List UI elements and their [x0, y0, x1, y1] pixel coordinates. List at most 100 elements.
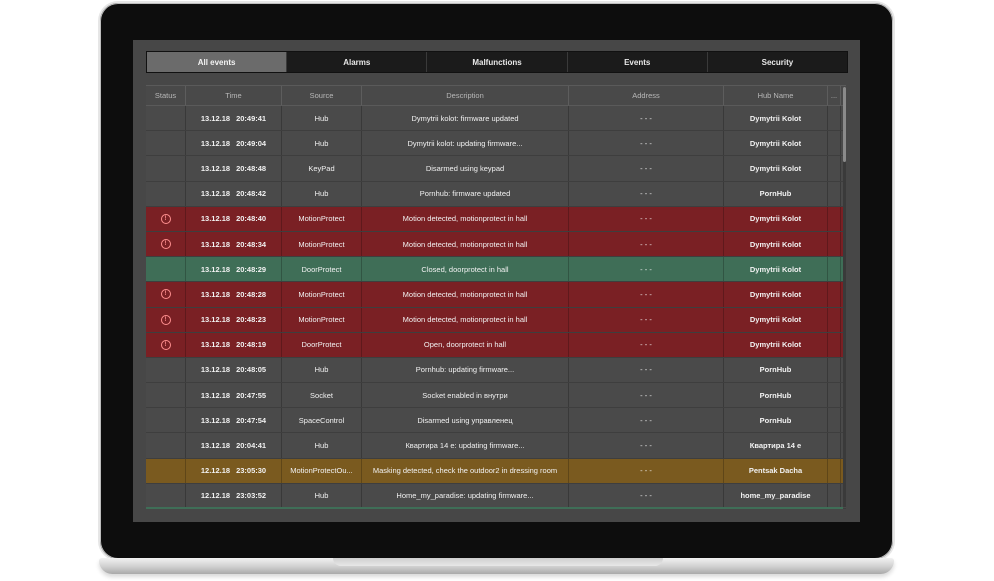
more-cell [828, 156, 841, 181]
table-row[interactable]: 13.12.18 20:48:48 KeyPad Disarmed using key… [146, 156, 846, 182]
source-cell: MotionProtect [282, 206, 362, 231]
more-cell [828, 282, 841, 307]
status-cell [146, 458, 186, 483]
description-cell: Socket enabled in внутри [362, 383, 569, 408]
column-header-description[interactable]: Description [362, 86, 569, 105]
hub-name-cell: Dymytrii Kolot [724, 156, 828, 181]
source-cell: MotionProtect [282, 231, 362, 257]
address-cell: - - - [569, 282, 724, 307]
table-row[interactable]: 13.12.18 20:47:54 SpaceControl Disarmed usi… [146, 408, 846, 434]
table-row[interactable]: 13.12.18 20:48:05 Hub Pornhub: updating fir… [146, 357, 846, 384]
tab-events[interactable]: Events [568, 52, 708, 72]
event-date: 13.12.18 [200, 239, 231, 249]
status-cell [146, 357, 186, 383]
hub-name-cell: PornHub [724, 408, 828, 433]
address-cell: - - - [569, 257, 724, 282]
description-cell: Motion detected, motionprotect in hall [362, 231, 569, 257]
address-cell: - - - [569, 231, 724, 257]
table-row[interactable]: 13.12.18 20:49:41 Hub Dymytrii kolot: firmw… [146, 106, 846, 132]
event-date: 13.12.18 [200, 365, 231, 375]
status-cell [146, 106, 186, 131]
source-cell: SpaceControl [282, 408, 362, 433]
column-header-hub-name[interactable]: Hub Name [724, 86, 828, 105]
scrollbar[interactable] [843, 87, 846, 507]
table-row[interactable]: 13.12.18 20:04:41 Hub Квартира 14 e: updati… [146, 433, 846, 459]
tab-security[interactable]: Security [761, 57, 794, 67]
event-date: 13.12.18 [200, 415, 231, 425]
table-row[interactable]: ! 13.12.18 20:48:28 MotionProtect Motion det… [146, 282, 846, 308]
time-cell: 12.12.18 23:03:52 [186, 483, 282, 508]
table-row[interactable]: 12.12.18 23:05:30 MotionProtectOu... Maskin… [146, 458, 846, 484]
description-cell: Pornhub: firmware updated [362, 181, 569, 206]
app-screen: All events Alarms Malfunctions Events Se… [133, 40, 860, 522]
time-cell: 13.12.18 20:49:04 [186, 131, 282, 156]
hub-name-cell: Dymytrii Kolot [724, 282, 828, 307]
source-cell: Hub [282, 433, 362, 458]
event-time: 20:49:04 [236, 138, 267, 148]
description-cell: Квартира 14 e: updating firmware... [362, 433, 569, 458]
event-date: 13.12.18 [200, 113, 231, 123]
event-date: 13.12.18 [200, 163, 231, 173]
more-cell [828, 106, 841, 131]
status-cell [146, 131, 186, 156]
time-cell: 13.12.18 20:48:05 [186, 357, 282, 383]
more-cell [828, 206, 841, 231]
more-cell [828, 483, 841, 508]
column-header-address[interactable]: Address [569, 86, 724, 105]
hub-name-cell: Dymytrii Kolot [724, 332, 828, 357]
column-header-time[interactable]: Time [186, 86, 282, 105]
table-row[interactable]: 12.12.18 23:03:52 Hub Home_my_paradise: upd… [146, 483, 846, 509]
hub-name-cell: Pentsak Dacha [724, 458, 828, 483]
scrollbar-thumb[interactable] [843, 87, 846, 162]
time-cell: 13.12.18 20:47:55 [186, 383, 282, 408]
event-time: 20:48:48 [236, 163, 267, 173]
more-cell [828, 131, 841, 156]
column-header-status[interactable]: Status [146, 86, 186, 105]
tab-malfunctions[interactable]: Malfunctions [427, 52, 568, 72]
description-cell: Pornhub: updating firmware... [362, 357, 569, 383]
time-cell: 13.12.18 20:48:28 [186, 282, 282, 307]
table-row[interactable]: 13.12.18 20:49:04 Hub Dymytrii kolot: updat… [146, 131, 846, 157]
table-header: Status Time Source Description Address H… [146, 85, 846, 106]
more-cell [828, 357, 841, 383]
event-time: 20:48:28 [236, 289, 267, 299]
column-header-source[interactable]: Source [282, 86, 362, 105]
event-date: 12.12.18 [200, 466, 231, 476]
table-row[interactable]: ! 13.12.18 20:48:23 MotionProtect Motion det… [146, 307, 846, 333]
hub-name-cell: PornHub [724, 383, 828, 408]
table-row[interactable]: 13.12.18 20:48:29 DoorProtect Closed, doorp… [146, 257, 846, 283]
more-cell [828, 231, 841, 257]
more-cell [828, 458, 841, 483]
column-header-more[interactable]: ... [828, 86, 841, 105]
table-row[interactable]: ! 13.12.18 20:48:40 MotionProtect Motion det… [146, 206, 846, 232]
status-cell: ! [146, 332, 186, 357]
event-time: 20:48:23 [236, 315, 267, 325]
event-date: 13.12.18 [200, 289, 231, 299]
alert-icon: ! [160, 314, 171, 325]
table-row[interactable]: ! 13.12.18 20:48:34 MotionProtect Motion det… [146, 231, 846, 258]
description-cell: Masking detected, check the outdoor2 in … [362, 458, 569, 483]
alert-icon: ! [160, 339, 171, 350]
address-cell: - - - [569, 156, 724, 181]
alert-icon: ! [160, 289, 171, 300]
event-date: 13.12.18 [200, 340, 231, 350]
address-cell: - - - [569, 181, 724, 206]
tab-alarms[interactable]: Alarms [287, 52, 428, 72]
address-cell: - - - [569, 307, 724, 332]
status-cell [146, 483, 186, 508]
more-cell [828, 433, 841, 458]
event-date: 13.12.18 [200, 189, 231, 199]
table-row[interactable]: 13.12.18 20:47:55 Socket Socket enabled in … [146, 383, 846, 409]
tab-all-events[interactable]: All events [147, 52, 288, 72]
table-row[interactable]: 13.12.18 20:48:42 Hub Pornhub: firmware upd… [146, 181, 846, 207]
more-cell [828, 181, 841, 206]
time-cell: 13.12.18 20:04:41 [186, 433, 282, 458]
hub-name-cell: PornHub [724, 181, 828, 206]
source-cell: Hub [282, 357, 362, 383]
hub-name-cell: home_my_paradise [724, 483, 828, 508]
source-cell: MotionProtect [282, 307, 362, 332]
event-time: 20:49:41 [236, 113, 267, 123]
table-row[interactable]: ! 13.12.18 20:48:19 DoorProtect Open, doorpr… [146, 332, 846, 358]
address-cell: - - - [569, 458, 724, 483]
more-cell [828, 307, 841, 332]
